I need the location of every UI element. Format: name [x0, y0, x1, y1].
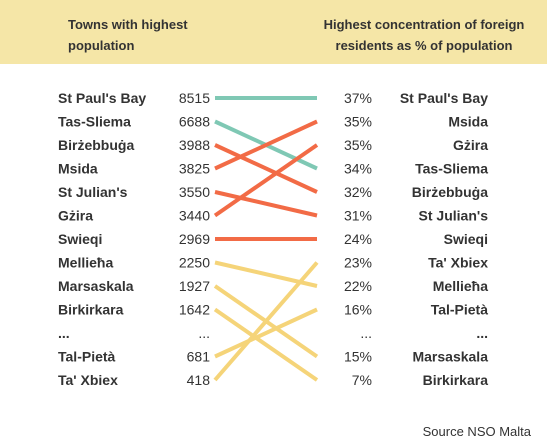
- right-town-label: Gżira: [453, 137, 488, 153]
- left-population-value: ...: [198, 325, 210, 341]
- right-percent-value: 31%: [344, 208, 372, 224]
- left-town-label: ...: [58, 325, 70, 341]
- left-town-label: Ta' Xbiex: [58, 372, 118, 388]
- left-population-value: 1642: [179, 302, 210, 318]
- right-town-label: Mellieħa: [433, 278, 488, 294]
- left-population-value: 3440: [179, 208, 210, 224]
- right-percent-value: 23%: [344, 255, 372, 271]
- right-town-label: ...: [476, 325, 488, 341]
- slope-lines: [213, 96, 319, 382]
- right-town-label: Msida: [448, 114, 488, 130]
- right-town-label: Swieqi: [444, 231, 488, 247]
- left-town-label: St Julian's: [58, 184, 128, 200]
- slope-line: [214, 143, 318, 194]
- slope-line: [213, 143, 319, 218]
- right-percent-value: 37%: [344, 90, 372, 106]
- header-band: [0, 0, 547, 64]
- right-percent-value: 34%: [344, 161, 372, 177]
- left-town-label: Tas-Sliema: [58, 114, 131, 130]
- right-percent-value: 22%: [344, 278, 372, 294]
- right-percent-value: 15%: [344, 349, 372, 365]
- right-town-label: St Julian's: [419, 208, 489, 224]
- left-town-label: Mellieħa: [58, 255, 113, 271]
- right-percent-value: 35%: [344, 114, 372, 130]
- left-population-value: 2969: [179, 231, 210, 247]
- right-percent-value: 35%: [344, 137, 372, 153]
- right-percent-value: 24%: [344, 231, 372, 247]
- left-town-label: Gżira: [58, 208, 93, 224]
- slope-line: [214, 190, 318, 218]
- left-population-value: 3550: [179, 184, 210, 200]
- slope-line: [214, 119, 318, 171]
- left-population-value: 2250: [179, 255, 210, 271]
- slope-line: [214, 307, 318, 359]
- right-column-title: Highest concentration of foreign residen…: [323, 17, 525, 53]
- right-town-label: Tal-Pietà: [431, 302, 489, 318]
- left-population-value: 6688: [179, 114, 210, 130]
- right-town-label: Ta' Xbiex: [428, 255, 488, 271]
- slope-line: [213, 261, 319, 382]
- source-note: Source NSO Malta: [422, 424, 531, 439]
- right-town-label: Birżebbuġa: [412, 184, 488, 200]
- left-population-value: 681: [187, 349, 211, 365]
- left-town-label: Marsaskala: [58, 278, 134, 294]
- right-percent-value: 16%: [344, 302, 372, 318]
- left-labels: St Paul's Bay 8515 Tas-Sliema 6688 Birżebbuġ…: [58, 90, 210, 388]
- left-town-label: Msida: [58, 161, 98, 177]
- left-town-label: Tal-Pietà: [58, 349, 116, 365]
- left-population-value: 8515: [179, 90, 210, 106]
- right-town-label: Birkirkara: [423, 372, 489, 388]
- left-population-value: 418: [187, 372, 211, 388]
- left-town-label: Swieqi: [58, 231, 102, 247]
- left-town-label: Birżebbuġa: [58, 137, 134, 153]
- left-population-value: 1927: [179, 278, 210, 294]
- slope-line: [213, 307, 319, 382]
- right-town-label: Tas-Sliema: [415, 161, 488, 177]
- left-column-title: Towns with highest population: [68, 17, 188, 53]
- left-town-label: Birkirkara: [58, 302, 124, 318]
- right-percent-value: 32%: [344, 184, 372, 200]
- left-population-value: 3825: [179, 161, 210, 177]
- right-town-label: Marsaskala: [412, 349, 488, 365]
- right-labels: 37% St Paul's Bay 35% Msida 35% Gżira 34% Tas-S…: [344, 90, 488, 388]
- right-percent-value: ...: [360, 325, 372, 341]
- left-population-value: 3988: [179, 137, 210, 153]
- right-town-label: St Paul's Bay: [400, 90, 488, 106]
- left-town-label: St Paul's Bay: [58, 90, 146, 106]
- right-percent-value: 7%: [352, 372, 372, 388]
